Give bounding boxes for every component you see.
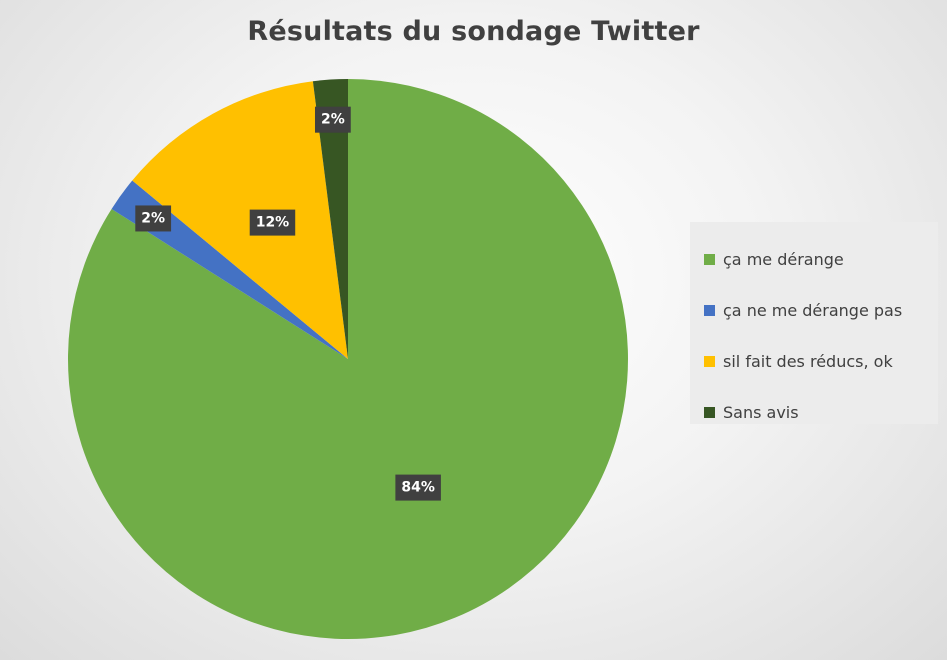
data-label-text: 84% [401, 480, 435, 496]
data-label: 2% [314, 106, 351, 133]
legend-label: ça ne me dérange pas [723, 301, 903, 320]
data-label-box [395, 474, 441, 501]
data-label-text: 2% [141, 210, 165, 226]
data-label-box [135, 205, 172, 232]
pie-slice [68, 79, 628, 640]
legend-swatch [704, 254, 715, 265]
legend-label: Sans avis [723, 403, 799, 422]
pie-slice [132, 81, 348, 359]
legend-swatch [704, 407, 715, 418]
legend-item: ça ne me dérange pas [704, 285, 938, 336]
data-label-box [314, 106, 351, 133]
legend-item: sil fait des réducs, ok [704, 336, 938, 387]
data-label: 84% [395, 474, 441, 501]
data-label: 12% [249, 209, 296, 236]
legend-swatch [704, 356, 715, 367]
legend-item: ça me dérange [704, 234, 938, 285]
data-label: 2% [135, 205, 172, 232]
data-label-text: 12% [256, 215, 290, 231]
chart-title: Résultats du sondage Twitter [247, 16, 700, 47]
legend-swatch [704, 305, 715, 316]
data-label-text: 2% [321, 112, 345, 128]
pie-data-labels: 84% 2% 12% 2% [135, 106, 441, 501]
legend-label: ça me dérange [723, 250, 844, 269]
data-label-box [249, 209, 296, 236]
pie-slices [68, 79, 628, 640]
legend-label: sil fait des réducs, ok [723, 352, 893, 371]
pie-slice [312, 79, 348, 359]
legend-item: Sans avis [704, 387, 938, 438]
chart-legend: ça me dérange ça ne me dérange pas sil f… [690, 222, 938, 424]
